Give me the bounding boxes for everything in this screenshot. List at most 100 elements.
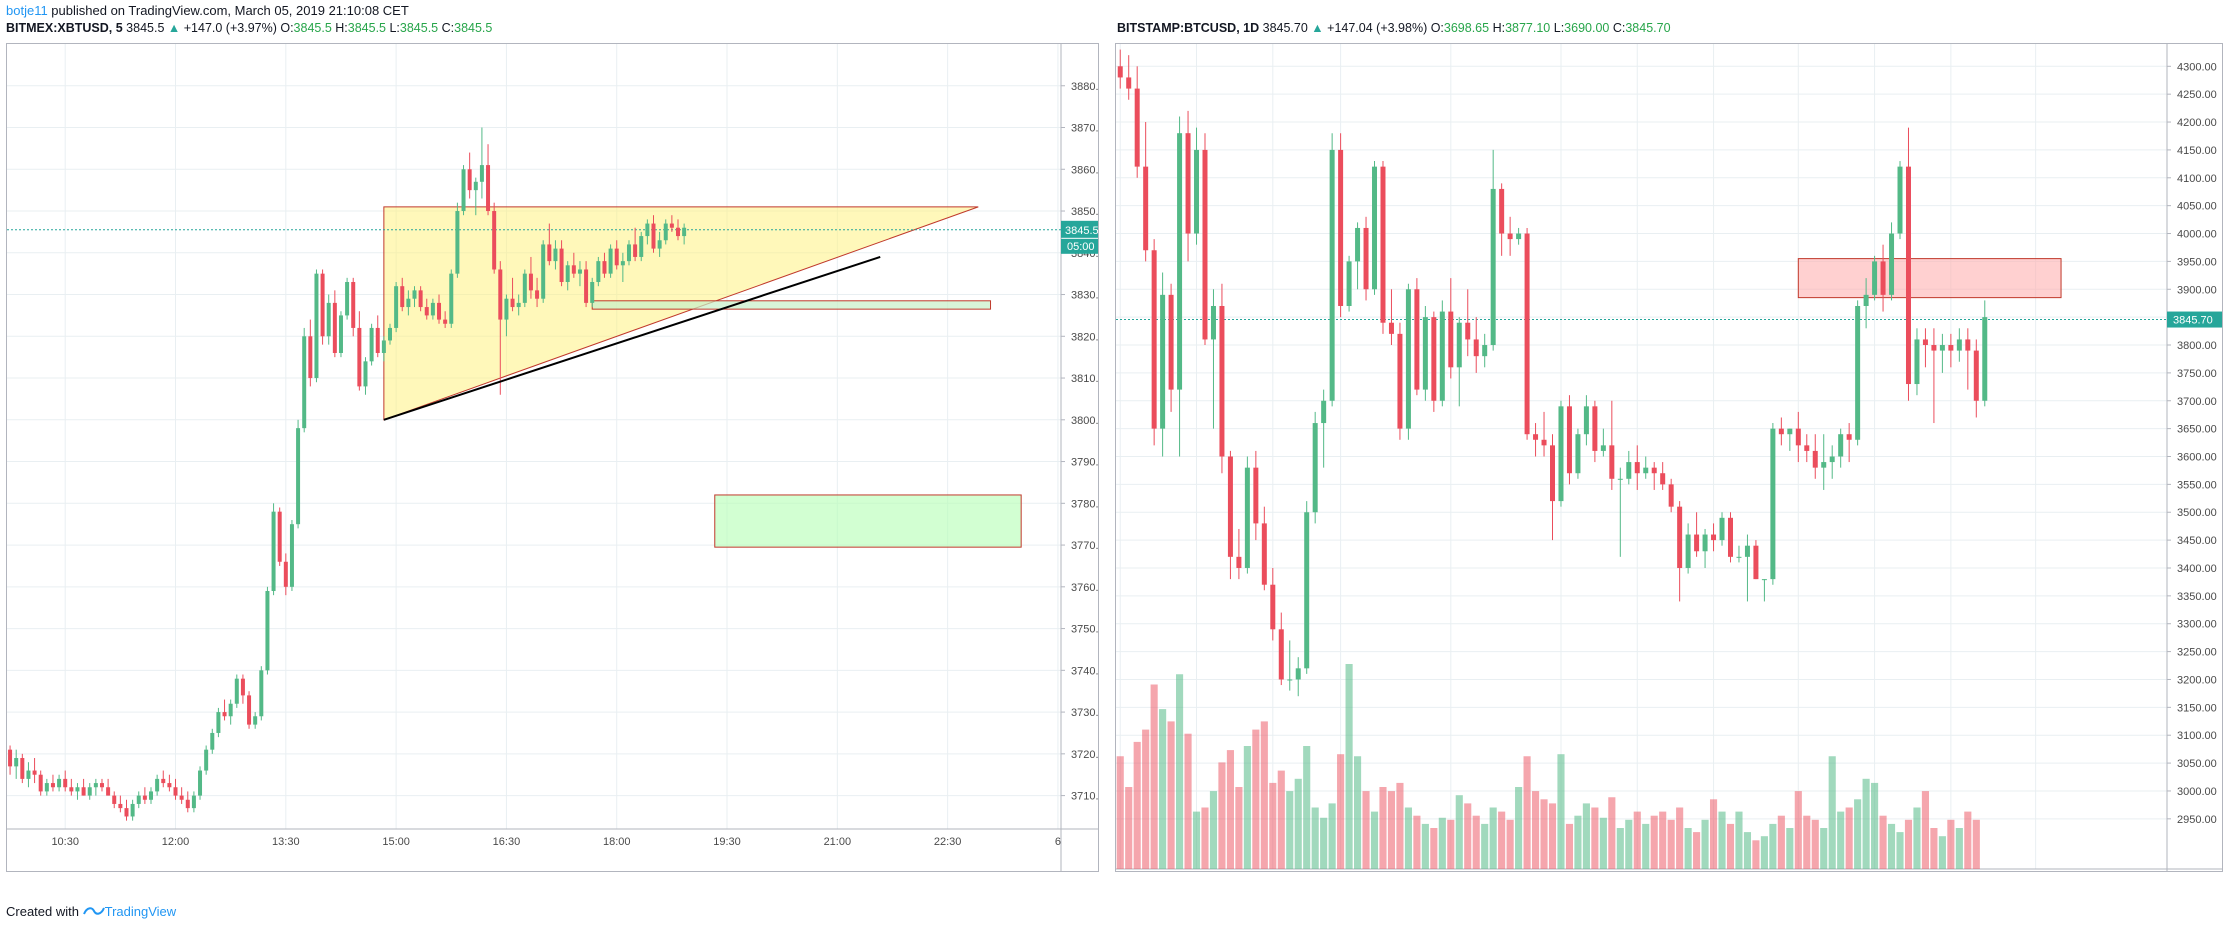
volume-bar (1760, 836, 1768, 869)
volume-bar (1269, 782, 1277, 869)
candle-up (1719, 517, 1725, 541)
price-tick-label: 3870.0 (1071, 123, 1098, 135)
candle-up (522, 273, 527, 303)
price-tick-label: 3050.00 (2177, 758, 2217, 770)
volume-bar (1769, 823, 1777, 869)
candle-up (541, 244, 546, 299)
candle-up (1329, 149, 1335, 401)
candle-up (553, 248, 558, 262)
price-tick-label: 3300.00 (2177, 619, 2217, 631)
candle-up (1575, 434, 1581, 474)
volume-bar (1260, 721, 1268, 869)
time-tick-label: 22:30 (934, 836, 962, 848)
candle-up (228, 703, 233, 717)
volume-bar (1311, 807, 1319, 869)
price-tick-label: 3880.0 (1071, 81, 1098, 93)
volume-bar (1548, 803, 1557, 869)
candle-down (1126, 77, 1132, 89)
time-tick-label: 6 (1055, 836, 1061, 848)
candle-up (1422, 317, 1428, 390)
candle-down (492, 211, 497, 270)
volume-bar (1404, 807, 1412, 869)
triangle-pattern (383, 206, 979, 421)
candle-down (571, 265, 576, 274)
candle-up (430, 302, 435, 316)
last-price-tag (1061, 220, 1098, 238)
candle-down (1270, 584, 1276, 630)
candle-down (124, 808, 129, 817)
candle-up (626, 244, 631, 262)
candle-up (1346, 261, 1352, 306)
candle-down (1677, 506, 1683, 568)
volume-bar (1913, 807, 1921, 869)
footer-brand[interactable]: TradingView (104, 904, 177, 919)
right-symbol[interactable]: BITSTAMP:BTCUSD, 1D (1117, 21, 1260, 35)
price-tick-label: 3550.00 (2177, 479, 2217, 491)
left-high: 3845.5 (347, 21, 386, 35)
left-chart-pane[interactable]: 3710.0 3720.0 3730.0 3740.0 3750.0 3760.0 3770… (6, 43, 1105, 872)
candle-up (639, 236, 644, 257)
time-tick-label: 19:30 (713, 836, 741, 848)
candle-up (1244, 467, 1250, 568)
left-symbol[interactable]: BITMEX:XBTUSD, 5 (6, 21, 123, 35)
volume-bar (1167, 721, 1175, 869)
candle-up (1939, 345, 1945, 351)
candle-up (1287, 679, 1293, 681)
right-change: +147.04 (+3.98%) (1327, 21, 1428, 35)
price-tick-label: 4200.00 (2177, 117, 2217, 129)
candle-up (75, 787, 80, 792)
price-tick-label: 3950.00 (2177, 256, 2217, 268)
volume-bar (1947, 819, 1955, 869)
candle-down (69, 787, 74, 792)
price-tick-label: 3800.0 (1071, 415, 1098, 427)
candle-down (669, 223, 674, 228)
volume-bar (1387, 791, 1396, 869)
candle-down (173, 787, 178, 796)
right-chart-svg[interactable]: 2950.00 3000.00 3050.00 3100.00 3150.00 3200.… (1116, 44, 2222, 888)
price-tick-label: 4000.00 (2177, 229, 2217, 241)
price-tick-label: 3250.00 (2177, 647, 2217, 659)
candle-up (1643, 467, 1649, 474)
volume-bar (1726, 823, 1735, 869)
price-tick-label: 3350.00 (2177, 591, 2217, 603)
volume-bar (1964, 811, 1972, 869)
candle-up (1160, 294, 1166, 429)
volume-bar (1803, 815, 1811, 869)
price-tick-label: 4250.00 (2177, 89, 2217, 101)
candle-up (93, 783, 98, 788)
volume-bar (1896, 832, 1904, 869)
candle-up (1304, 512, 1310, 669)
candle-down (1651, 467, 1657, 474)
candle-down (1634, 462, 1640, 474)
volume-bar (1735, 811, 1743, 869)
volume-bar (1794, 791, 1802, 869)
volume-bar (1515, 787, 1523, 869)
candle-down (1219, 305, 1225, 457)
candle-down (443, 319, 448, 324)
candle-down (106, 787, 111, 796)
volume-bar (1201, 807, 1209, 869)
price-tick-label: 3770.0 (1071, 540, 1098, 552)
price-tick-label: 3760.0 (1071, 582, 1098, 594)
candle-down (283, 561, 288, 587)
author-link[interactable]: botje11 (6, 3, 48, 18)
volume-bar (1955, 828, 1963, 869)
candle-down (633, 244, 638, 257)
volume-bar (1489, 807, 1497, 869)
right-chart-pane[interactable]: 2950.00 3000.00 3050.00 3100.00 3150.00 3200.… (1115, 43, 2223, 888)
candle-down (1278, 629, 1284, 680)
candle-up (198, 770, 203, 796)
footer: Created with TradingView (6, 904, 176, 919)
volume-bar (1303, 746, 1311, 869)
candle-up (26, 770, 31, 779)
volume-bar (1574, 815, 1582, 869)
volume-bar (1438, 817, 1446, 869)
candle-up (1617, 478, 1623, 480)
candle-down (535, 290, 540, 299)
candle-down (602, 261, 607, 274)
candle-down (1261, 523, 1267, 585)
left-chart-svg[interactable]: 3710.0 3720.0 3730.0 3740.0 3750.0 3760.0 3770… (7, 44, 1105, 871)
candle-down (614, 248, 619, 266)
candle-up (136, 795, 141, 804)
price-tick-label: 3600.00 (2177, 452, 2217, 464)
